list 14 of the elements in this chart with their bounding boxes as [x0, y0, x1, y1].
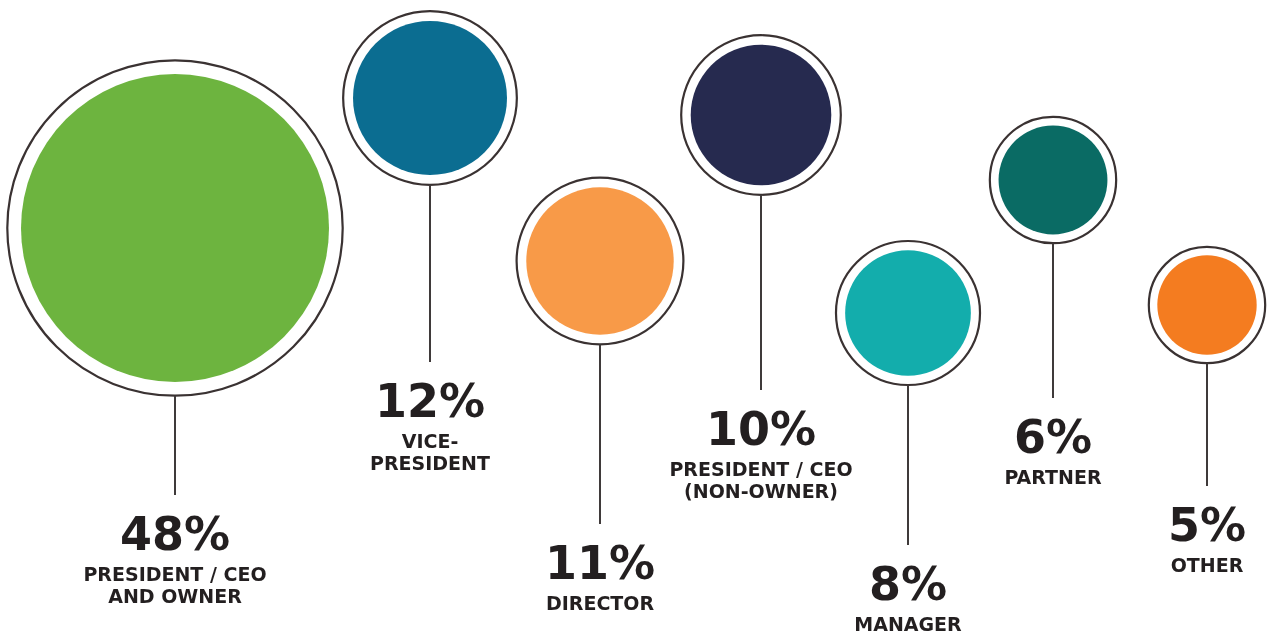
category-label: DIRECTOR [545, 592, 655, 614]
data-label: 10% [705, 402, 817, 456]
data-label: 6% [1013, 410, 1093, 464]
data-label: 12% [374, 374, 486, 428]
data-label: 8% [868, 557, 948, 611]
category-label: PRESIDENT / CEO AND OWNER [83, 563, 267, 607]
category-label: PRESIDENT / CEO (NON-OWNER) [669, 458, 853, 502]
category-label: MANAGER [854, 613, 963, 635]
data-label: 48% [119, 507, 231, 561]
data-label: 11% [544, 536, 656, 590]
data-label: 5% [1167, 498, 1247, 552]
category-label: OTHER [1170, 554, 1244, 576]
category-label: PARTNER [1004, 466, 1102, 488]
category-label: VICE-PRESIDENT [370, 430, 490, 474]
